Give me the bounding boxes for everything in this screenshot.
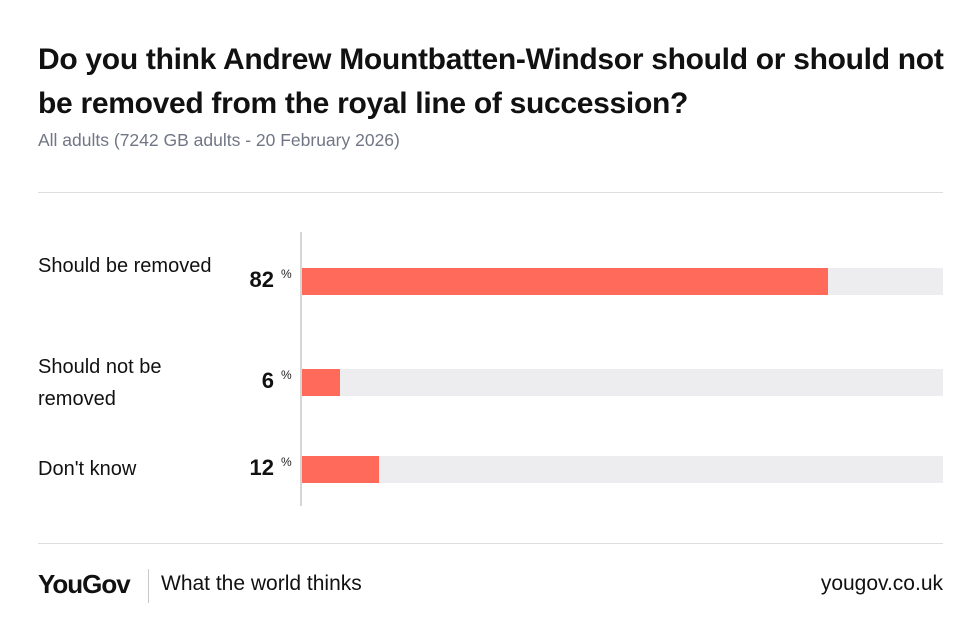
bar[interactable] — [302, 456, 379, 483]
bottom-divider — [38, 543, 943, 544]
value-label: 6 — [261, 368, 274, 393]
yougov-logo[interactable]: YouGov — [38, 569, 131, 599]
top-divider — [38, 192, 943, 193]
category-label: Should not be removed — [38, 356, 162, 410]
value-label: 12 — [249, 455, 274, 480]
percent-sign: % — [281, 267, 292, 281]
tagline: What the world thinks — [161, 572, 362, 595]
bar[interactable] — [302, 369, 340, 396]
site-link[interactable]: yougov.co.uk — [820, 572, 943, 595]
bar[interactable] — [302, 268, 828, 295]
value-label: 82 — [249, 267, 274, 292]
bar-track — [302, 456, 943, 483]
percent-sign: % — [281, 455, 292, 469]
bar-track — [302, 369, 943, 396]
category-label: Don't know — [38, 458, 137, 480]
chart-title: Do you think Andrew Mountbatten-Windsor … — [38, 43, 944, 120]
axis-line — [300, 232, 302, 506]
footer-divider — [148, 569, 149, 603]
chart-subtitle: All adults (7242 GB adults - 20 February… — [38, 130, 400, 150]
percent-sign: % — [281, 368, 292, 382]
bar-track — [302, 268, 943, 295]
category-label: Should be removed — [38, 255, 212, 277]
